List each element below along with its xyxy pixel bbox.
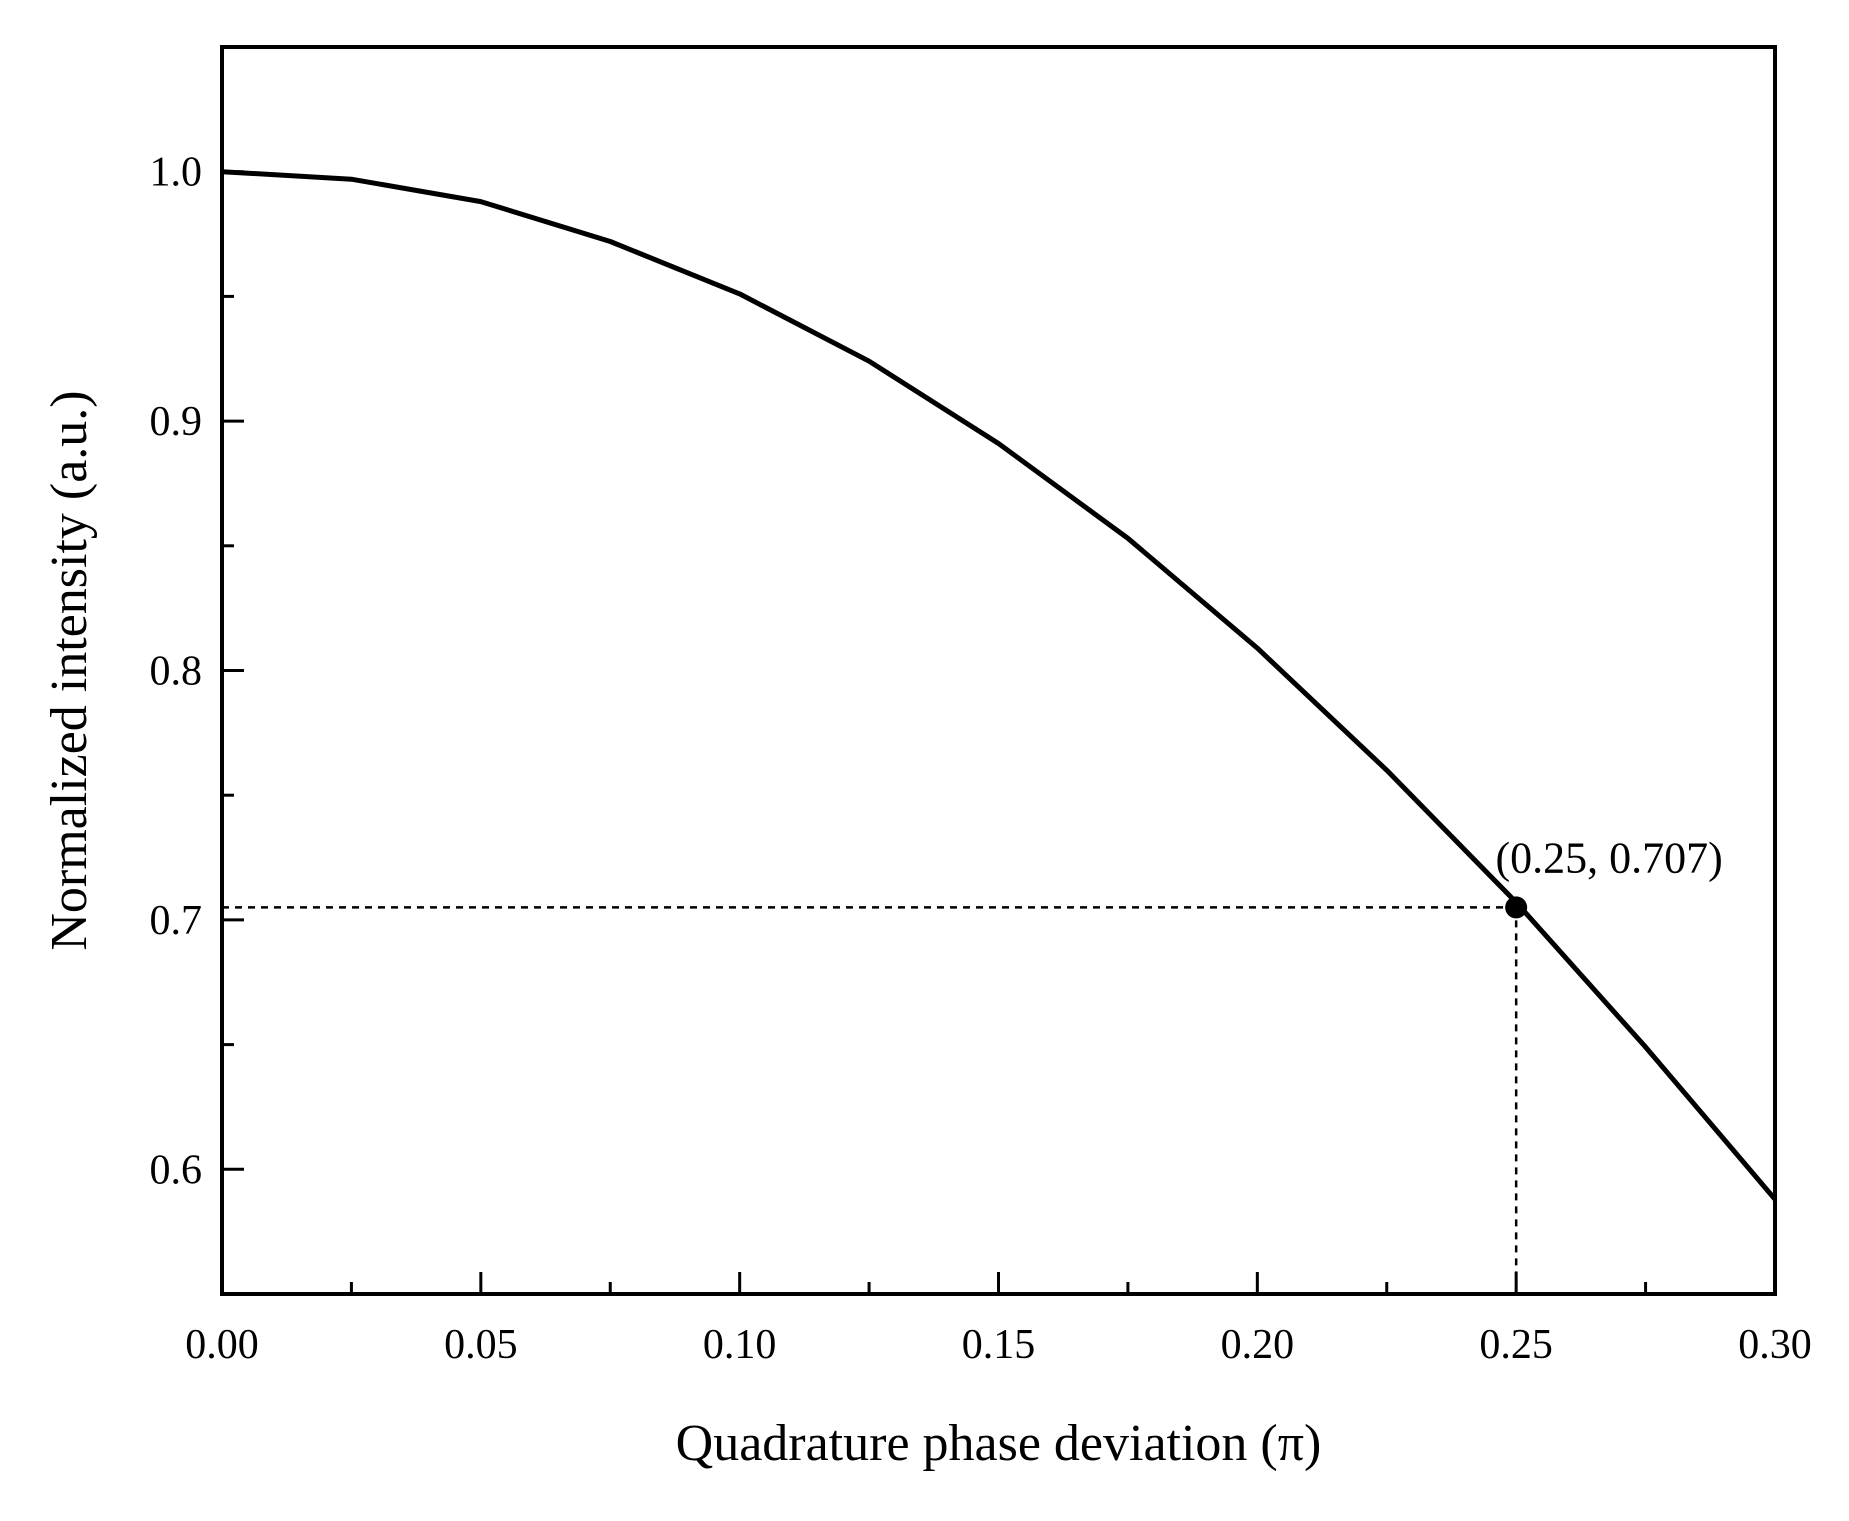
tick-labels: 0.00 0.05 0.10 0.15 0.20 0.25 0.30 0.6 0.7 0.8 0.9… [150, 150, 1812, 1368]
guide-lines [222, 906, 1518, 1294]
x-tick-label: 0.30 [1738, 1322, 1812, 1368]
x-axis-title: Quadrature phase deviation (π) [676, 1415, 1322, 1472]
x-tick-label: 0.10 [703, 1322, 777, 1368]
y-tick-label: 0.9 [150, 399, 203, 445]
x-tick-label: 0.25 [1479, 1322, 1553, 1368]
x-tick-label: 0.15 [962, 1322, 1036, 1368]
y-tick-label: 1.0 [150, 150, 203, 196]
series-line [221, 169, 1777, 1201]
point-annotation-label: (0.25, 0.707) [1496, 833, 1723, 882]
x-tick-label: 0.20 [1221, 1322, 1295, 1368]
x-tick-label: 0.00 [185, 1322, 259, 1368]
highlight-point-marker [1505, 896, 1528, 919]
series-layer [221, 169, 1777, 1201]
annotation-layer: (0.25, 0.707) [1496, 833, 1723, 919]
y-tick-label: 0.8 [150, 649, 203, 695]
axis-ticks [220, 170, 1777, 1294]
plot-frame [220, 45, 1777, 1296]
x-tick-label: 0.05 [444, 1322, 518, 1368]
y-axis-title: Normalized intensity (a.u.) [41, 390, 98, 950]
y-tick-label: 0.7 [150, 898, 203, 944]
y-tick-label: 0.6 [150, 1147, 203, 1193]
